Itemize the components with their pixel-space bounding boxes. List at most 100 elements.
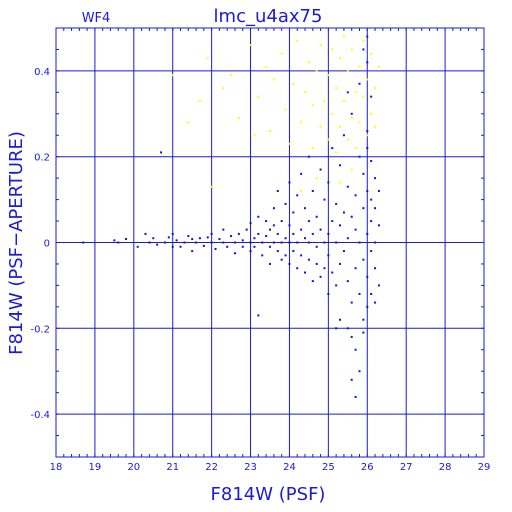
data-point xyxy=(346,185,349,188)
data-point xyxy=(342,35,345,38)
data-point xyxy=(222,241,225,244)
data-point xyxy=(222,87,225,90)
data-point xyxy=(366,78,369,81)
data-point xyxy=(315,262,318,265)
data-point xyxy=(233,241,236,244)
data-point xyxy=(374,87,377,90)
data-point xyxy=(362,95,365,98)
data-point xyxy=(187,235,190,238)
data-point xyxy=(370,292,373,295)
data-point xyxy=(304,207,307,210)
data-point xyxy=(331,112,334,115)
data-point xyxy=(346,280,349,283)
data-point xyxy=(339,224,342,227)
data-point xyxy=(272,78,275,81)
data-point xyxy=(374,301,377,304)
data-point xyxy=(331,271,334,274)
data-point xyxy=(117,241,120,244)
x-tick-label: 26 xyxy=(361,462,374,473)
data-point xyxy=(354,194,357,197)
data-point xyxy=(233,252,236,255)
data-point xyxy=(300,228,303,231)
y-tick-label: -0.2 xyxy=(30,324,50,335)
data-point xyxy=(272,241,275,244)
y-tick-label: 0 xyxy=(44,239,50,250)
data-point xyxy=(171,74,174,77)
data-point xyxy=(300,190,303,193)
panel-label: WF4 xyxy=(82,11,111,26)
data-point xyxy=(296,194,299,197)
data-point xyxy=(296,241,299,244)
data-point xyxy=(331,147,334,150)
x-tick-label: 29 xyxy=(478,462,491,473)
data-point xyxy=(280,258,283,261)
data-point xyxy=(300,121,303,124)
data-point xyxy=(284,202,287,205)
data-point xyxy=(327,138,330,141)
data-point xyxy=(269,262,271,265)
data-point xyxy=(346,327,349,330)
data-point xyxy=(296,39,299,42)
data-point xyxy=(218,238,221,241)
data-point xyxy=(304,271,307,274)
data-point xyxy=(315,245,318,248)
data-point xyxy=(253,245,256,248)
data-point xyxy=(354,147,357,150)
data-point xyxy=(323,99,326,102)
ticks-layer: 18 19 20 21 22 23 24 25 26 27 28 29 0.4 0.2 0 -0.2 -0.4 xyxy=(30,27,491,473)
data-point xyxy=(257,95,260,98)
data-point xyxy=(280,52,283,55)
data-point xyxy=(237,232,240,235)
data-point xyxy=(261,241,264,244)
data-point xyxy=(370,250,373,253)
data-point xyxy=(366,134,369,137)
data-point xyxy=(257,314,260,317)
data-point xyxy=(331,220,334,223)
data-point xyxy=(237,117,240,120)
chart-title: lmc_u4ax75 xyxy=(214,6,323,27)
x-tick-label: 19 xyxy=(89,462,102,473)
data-point xyxy=(350,117,353,120)
data-point xyxy=(327,181,330,184)
data-point xyxy=(339,57,342,60)
data-point xyxy=(311,147,314,150)
data-point xyxy=(370,159,373,162)
data-point xyxy=(288,241,291,244)
data-point xyxy=(113,239,116,242)
data-point xyxy=(335,87,338,90)
data-point xyxy=(362,39,365,42)
x-tick-label: 22 xyxy=(205,462,218,473)
data-point xyxy=(339,318,342,321)
data-point xyxy=(362,48,365,51)
data-point xyxy=(82,241,85,244)
data-point xyxy=(253,134,256,137)
data-point xyxy=(307,61,310,64)
data-point xyxy=(350,335,353,338)
data-point xyxy=(222,228,225,231)
data-point xyxy=(253,237,256,240)
data-point xyxy=(265,65,268,68)
data-point xyxy=(311,190,314,193)
data-point xyxy=(335,202,338,205)
data-point xyxy=(284,237,287,240)
data-point xyxy=(280,241,283,244)
data-point xyxy=(370,52,373,55)
data-point xyxy=(366,232,369,235)
data-point xyxy=(156,243,159,246)
y-tick-label: 0.4 xyxy=(34,67,50,78)
data-point xyxy=(354,348,357,351)
data-point xyxy=(335,327,338,330)
data-point xyxy=(370,220,373,223)
data-point xyxy=(354,267,357,270)
data-point xyxy=(307,241,310,244)
grid-layer xyxy=(55,27,485,458)
x-tick-label: 21 xyxy=(166,462,179,473)
data-point xyxy=(327,292,330,295)
data-point xyxy=(358,292,361,295)
data-point xyxy=(339,164,342,167)
data-point xyxy=(366,305,369,308)
data-point xyxy=(175,239,178,242)
data-point xyxy=(148,241,151,244)
data-point xyxy=(288,262,291,265)
data-point xyxy=(311,104,314,107)
